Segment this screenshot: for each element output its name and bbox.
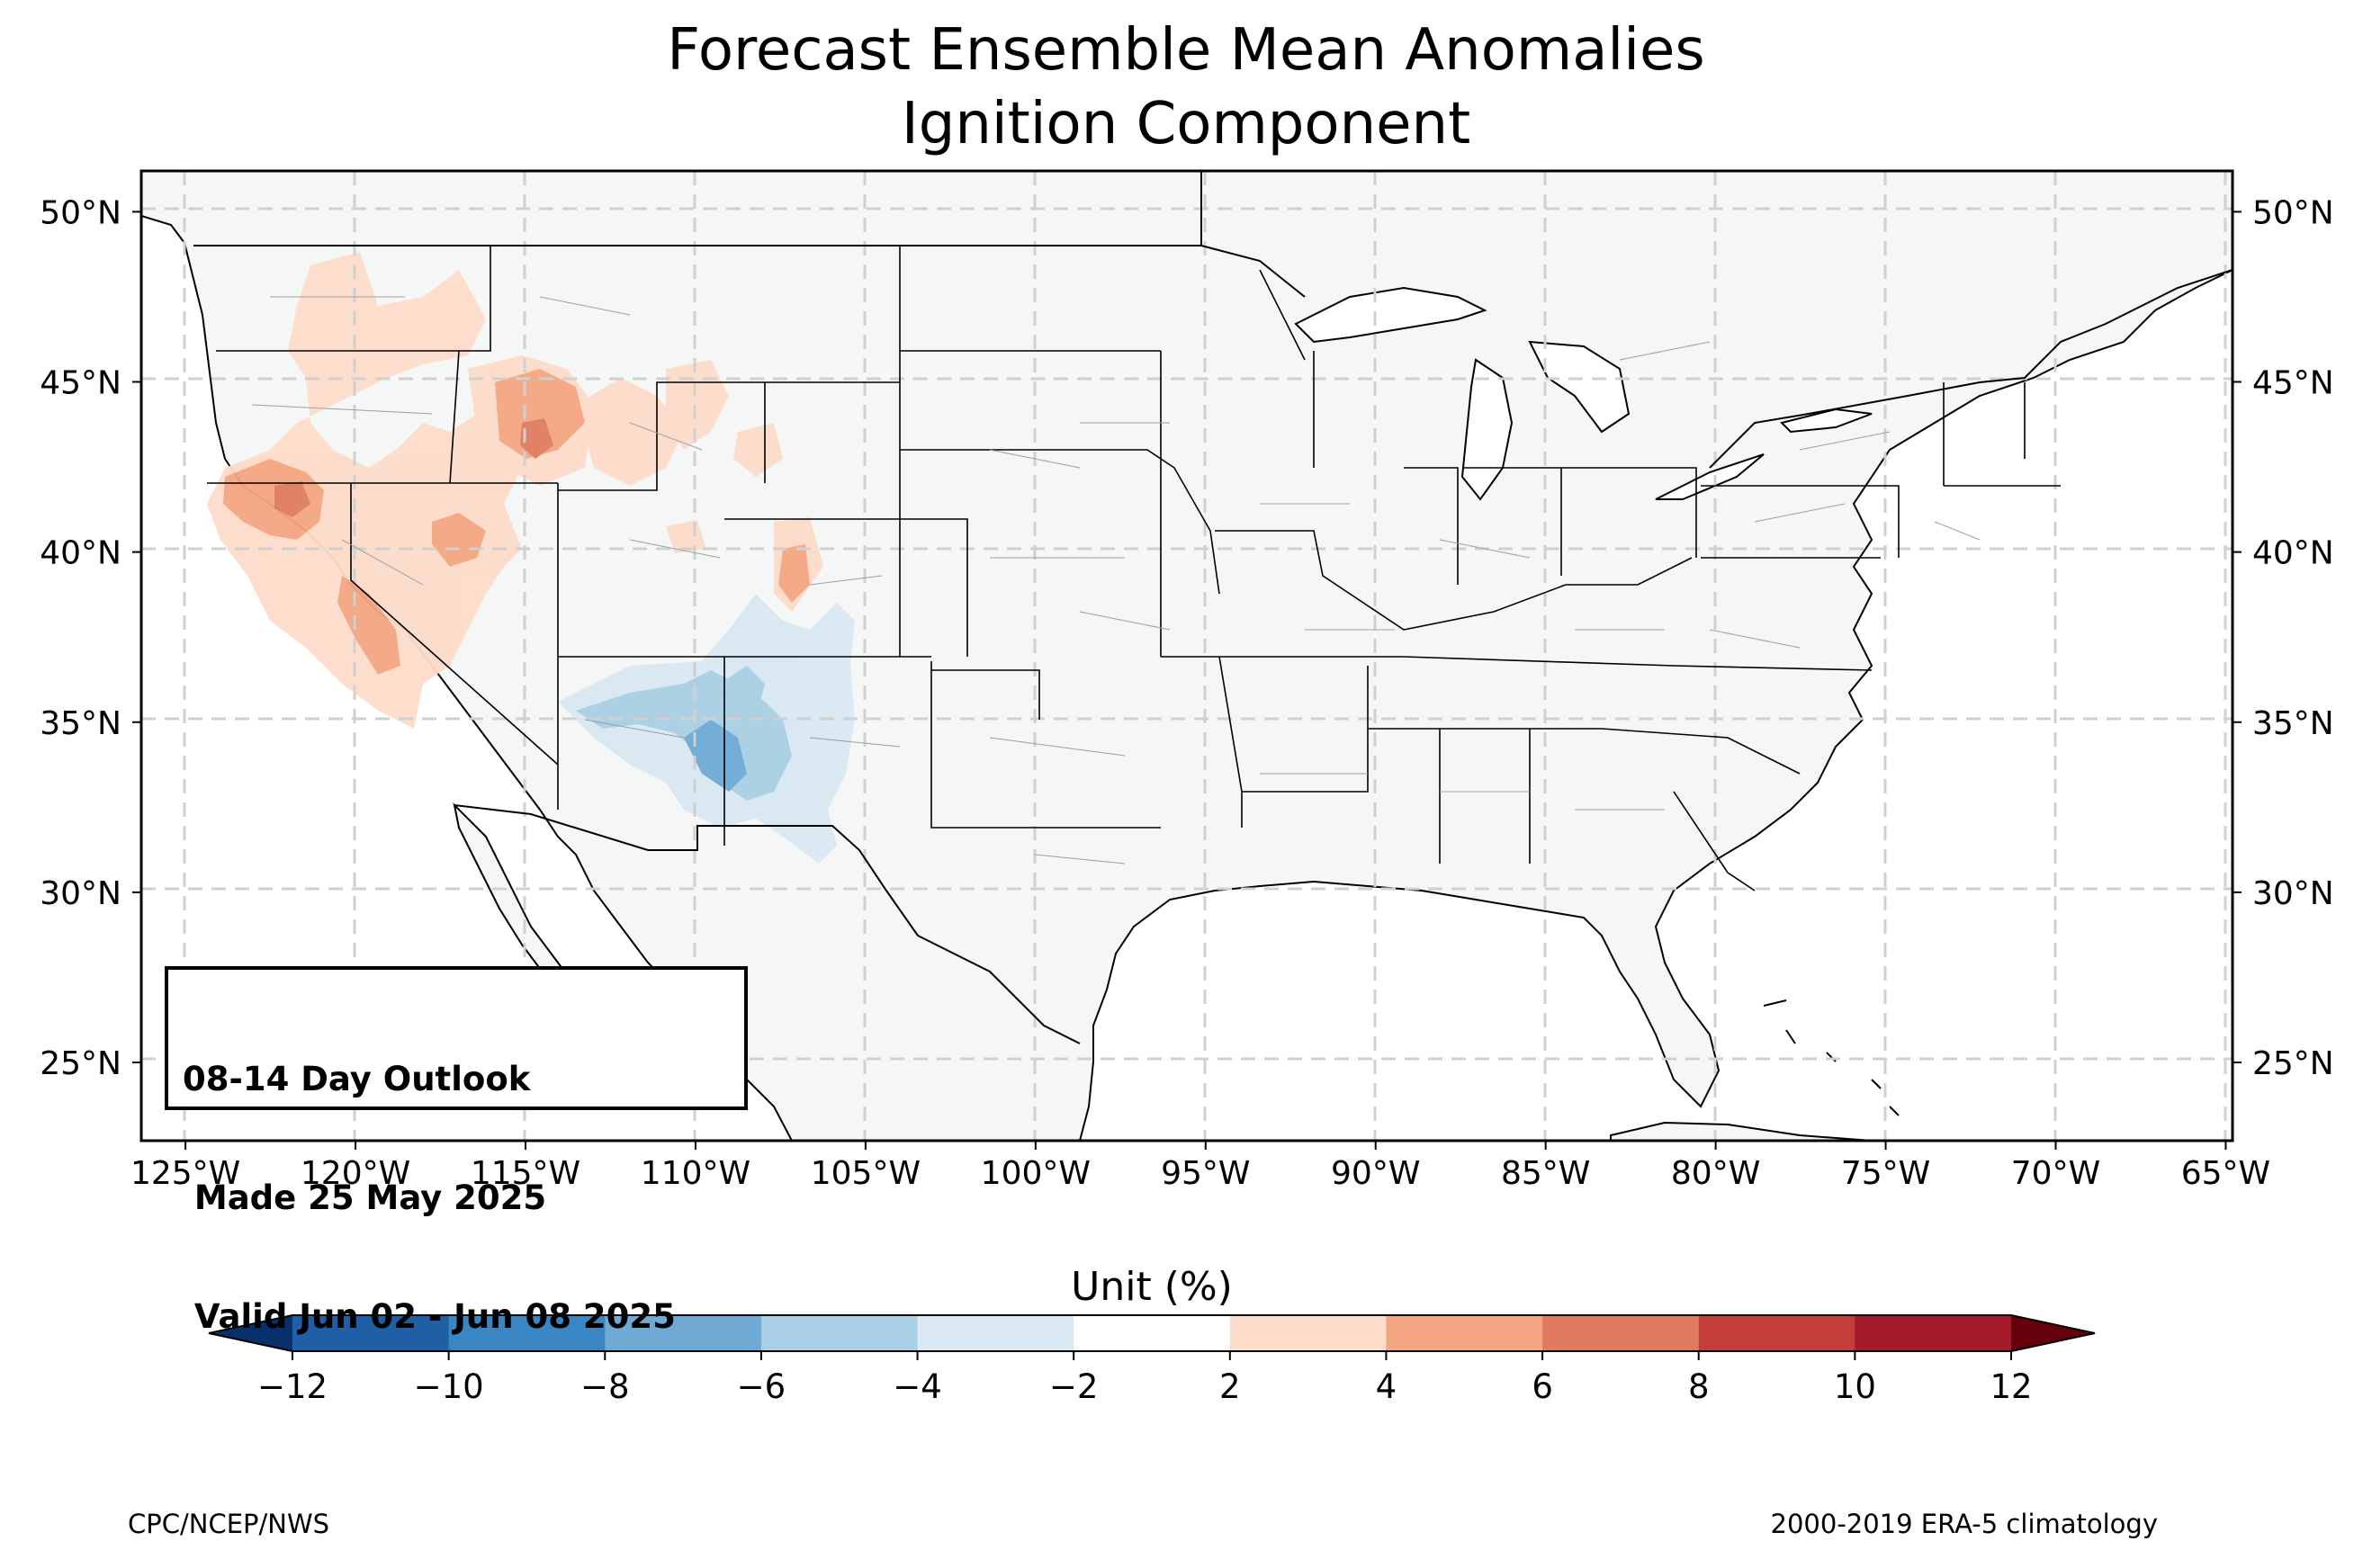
lon-tick-label: 95°W	[1161, 1155, 1250, 1192]
colorbar-tick-label: −8	[580, 1367, 630, 1406]
lon-tick-label: 110°W	[641, 1155, 750, 1192]
outlook-info-box: 08-14 Day Outlook Made 25 May 2025 Valid…	[165, 966, 748, 1336]
outlook-period: 08-14 Day Outlook	[183, 1060, 531, 1098]
colorbar-tick-label: 12	[1990, 1367, 2032, 1406]
colorbar-segment	[605, 1315, 762, 1351]
colorbar-tick-label: 10	[1834, 1367, 1876, 1406]
lon-tick-label: 85°W	[1501, 1155, 1590, 1192]
colorbar-segment	[917, 1315, 1074, 1351]
colorbar-extend-min	[209, 1315, 292, 1351]
map-area	[141, 171, 2233, 1141]
lon-tick-label: 105°W	[811, 1155, 921, 1192]
great-lakes	[1294, 286, 1873, 501]
us-mexico-border	[454, 804, 1081, 1044]
colorbar-title: Unit (%)	[1071, 1264, 1233, 1310]
colorbar-tick-label: 6	[1532, 1367, 1553, 1406]
lon-tick-label: 120°W	[301, 1155, 410, 1192]
positive-anomaly-shading	[207, 252, 823, 729]
lon-tick-label: 100°W	[981, 1155, 1091, 1192]
lon-tick-label: 75°W	[1841, 1155, 1930, 1192]
colorbar-segment	[448, 1315, 606, 1351]
lat-tick-label-left: 40°N	[40, 535, 121, 572]
lat-tick-label-left: 50°N	[40, 194, 121, 231]
lat-tick-label-right: 35°N	[2252, 705, 2334, 742]
county-lines	[251, 296, 1981, 865]
colorbar-segment	[1386, 1315, 1543, 1351]
state-borders	[207, 246, 2061, 892]
colorbar-tick-label: 8	[1688, 1367, 1710, 1406]
colorbar-tick-label: 2	[1219, 1367, 1241, 1406]
bahamas-islands	[1763, 999, 1900, 1116]
colorbar	[208, 1314, 2096, 1352]
colorbar-tick-label: −4	[893, 1367, 942, 1406]
chart-title-line1: Forecast Ensemble Mean Anomalies	[667, 17, 1705, 84]
footer-climatology: 2000-2019 ERA-5 climatology	[1770, 1509, 2158, 1539]
latitude-axis-right: 50°N 45°N 40°N 35°N 30°N 25°N	[2233, 194, 2334, 1082]
colorbar-segment	[1229, 1315, 1387, 1351]
lat-tick-label-right: 30°N	[2252, 875, 2334, 912]
latitude-axis-left: 50°N 45°N 40°N 35°N 30°N 25°N	[40, 194, 141, 1082]
colorbar-tick-label: −6	[737, 1367, 786, 1406]
outlook-valid-range: Valid Jun 02 - Jun 08 2025	[183, 1297, 676, 1336]
lon-tick-label: 80°W	[1671, 1155, 1760, 1192]
negative-anomaly-shading	[558, 594, 855, 864]
lat-tick-label-left: 30°N	[40, 875, 121, 912]
lon-tick-label: 115°W	[471, 1155, 580, 1192]
lat-tick-label-left: 35°N	[40, 705, 121, 742]
colorbar-segment	[1542, 1315, 1700, 1351]
lat-tick-label-right: 50°N	[2252, 194, 2334, 231]
map-frame	[139, 169, 2234, 1142]
lat-tick-label-left: 45°N	[40, 365, 121, 402]
lon-tick-label: 70°W	[2011, 1155, 2100, 1192]
cuba-island	[1610, 1121, 1873, 1141]
lon-tick-label: 65°W	[2181, 1155, 2270, 1192]
colorbar-segment	[1074, 1315, 1231, 1351]
colorbar-segment	[292, 1315, 450, 1351]
colorbar-tick-label: −12	[257, 1367, 328, 1406]
lat-tick-label-right: 45°N	[2252, 365, 2334, 402]
colorbar-tick-label: −2	[1049, 1367, 1099, 1406]
lat-tick-label-right: 25°N	[2252, 1045, 2334, 1082]
colorbar-segment	[1698, 1315, 1855, 1351]
chart-title-line2: Ignition Component	[901, 91, 1471, 157]
lat-tick-label-right: 40°N	[2252, 535, 2334, 572]
colorbar-segment	[1855, 1315, 2012, 1351]
colorbar-tick-label: −10	[414, 1367, 484, 1406]
lon-tick-label: 125°W	[130, 1155, 240, 1192]
us-canada-border	[193, 171, 2233, 469]
longitude-axis: 125°W 120°W 115°W 110°W 105°W 100°W 95°W 90°W 85…	[130, 1141, 2270, 1192]
lat-tick-label-left: 25°N	[40, 1045, 121, 1082]
colorbar-segment	[760, 1315, 919, 1351]
footer-source: CPC/NCEP/NWS	[128, 1509, 330, 1539]
colorbar-tick-labels: −12 −10 −8 −6 −4 −2 2 4 6 8 10 12	[257, 1351, 2033, 1406]
outlook-made-date: Made 25 May 2025	[183, 1178, 547, 1217]
colorbar-tick-label: 4	[1376, 1367, 1397, 1406]
lon-tick-label: 90°W	[1331, 1155, 1420, 1192]
colorbar-extend-max	[2011, 1315, 2095, 1351]
